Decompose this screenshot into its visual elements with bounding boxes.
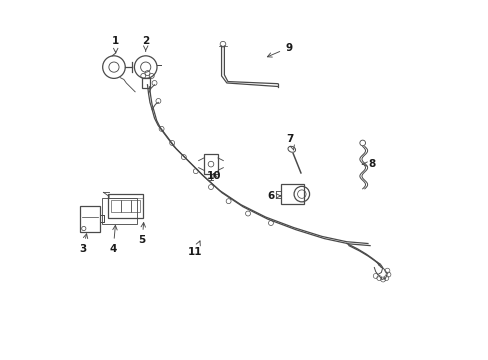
Text: 10: 10 xyxy=(207,171,222,181)
Text: 9: 9 xyxy=(267,43,291,57)
Bar xyxy=(108,194,143,198)
Bar xyxy=(142,78,149,88)
Bar xyxy=(108,194,143,219)
Text: 7: 7 xyxy=(286,134,294,150)
Text: 6: 6 xyxy=(267,191,280,201)
Bar xyxy=(280,184,303,204)
Text: 3: 3 xyxy=(79,234,87,254)
Bar xyxy=(80,206,100,232)
Bar xyxy=(130,201,140,212)
Text: 4: 4 xyxy=(109,225,117,254)
Text: 8: 8 xyxy=(362,159,374,169)
Bar xyxy=(102,198,137,224)
Bar xyxy=(203,154,218,174)
Text: 1: 1 xyxy=(112,36,119,53)
Text: 5: 5 xyxy=(138,222,145,245)
Text: 2: 2 xyxy=(142,36,149,51)
Bar xyxy=(111,201,121,212)
Bar xyxy=(121,201,130,212)
Text: 11: 11 xyxy=(187,241,202,257)
